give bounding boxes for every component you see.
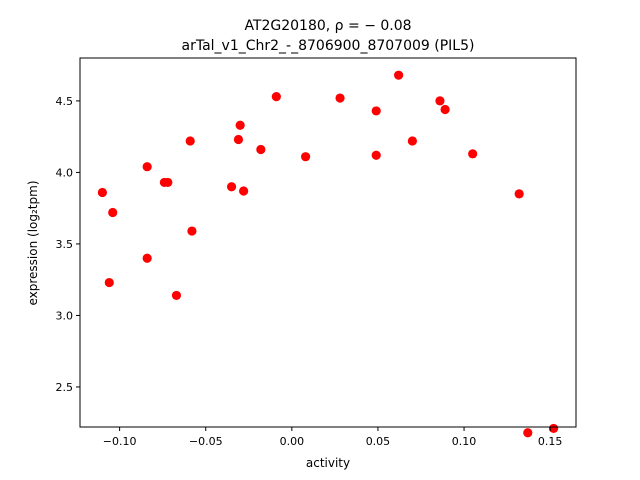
data-point-4	[142, 253, 152, 263]
x-tick-label: −0.05	[189, 435, 223, 448]
data-point-7	[171, 290, 182, 301]
chart-title: AT2G20180, ρ = − 0.08	[244, 18, 411, 34]
data-point-3	[142, 162, 152, 172]
data-point-20	[394, 70, 404, 80]
data-point-17	[335, 93, 345, 103]
data-point-24	[468, 149, 478, 159]
y-tick-label: 4.5	[56, 95, 74, 108]
data-point-8	[185, 136, 195, 146]
data-point-21	[407, 136, 417, 146]
y-tick-label: 4.0	[56, 166, 74, 179]
data-point-12	[235, 120, 245, 130]
y-tick-label: 3.5	[56, 238, 74, 251]
data-point-23	[440, 104, 450, 115]
x-tick-label: 0.10	[452, 435, 477, 448]
x-tick-label: −0.10	[103, 435, 137, 448]
data-point-9	[187, 226, 197, 236]
x-axis-label: activity	[306, 456, 350, 470]
data-points	[97, 70, 559, 438]
data-point-16	[301, 152, 311, 162]
data-point-18	[371, 106, 381, 116]
data-point-27	[549, 423, 559, 434]
y-tick-label: 2.5	[56, 381, 74, 394]
data-point-15	[271, 92, 281, 102]
plot-frame	[79, 57, 577, 428]
x-tick-label: 0.15	[538, 435, 563, 448]
data-point-2	[104, 277, 114, 288]
x-tick-label: 0.00	[280, 435, 305, 448]
data-point-26	[523, 428, 533, 438]
x-axis-ticks: −0.10 −0.05 0.00 0.05 0.10 0.15	[103, 427, 563, 448]
x-tick-label: 0.05	[366, 435, 391, 448]
data-point-13	[239, 186, 249, 196]
data-point-10	[226, 182, 237, 192]
data-point-25	[514, 189, 524, 199]
y-axis-label: expression (log₂tpm)	[26, 180, 40, 305]
data-point-6	[163, 177, 173, 188]
data-point-11	[233, 134, 244, 145]
chart-subtitle: arTal_v1_Chr2_-_8706900_8707009 (PIL5)	[182, 38, 475, 54]
y-axis-ticks: 2.5 3.0 3.5 4.0 4.5	[56, 95, 80, 394]
data-point-0	[97, 187, 107, 198]
data-point-1	[108, 207, 118, 218]
data-point-14	[256, 144, 266, 155]
data-point-22	[435, 96, 445, 106]
y-tick-label: 3.0	[56, 309, 74, 322]
data-point-19	[371, 150, 381, 160]
